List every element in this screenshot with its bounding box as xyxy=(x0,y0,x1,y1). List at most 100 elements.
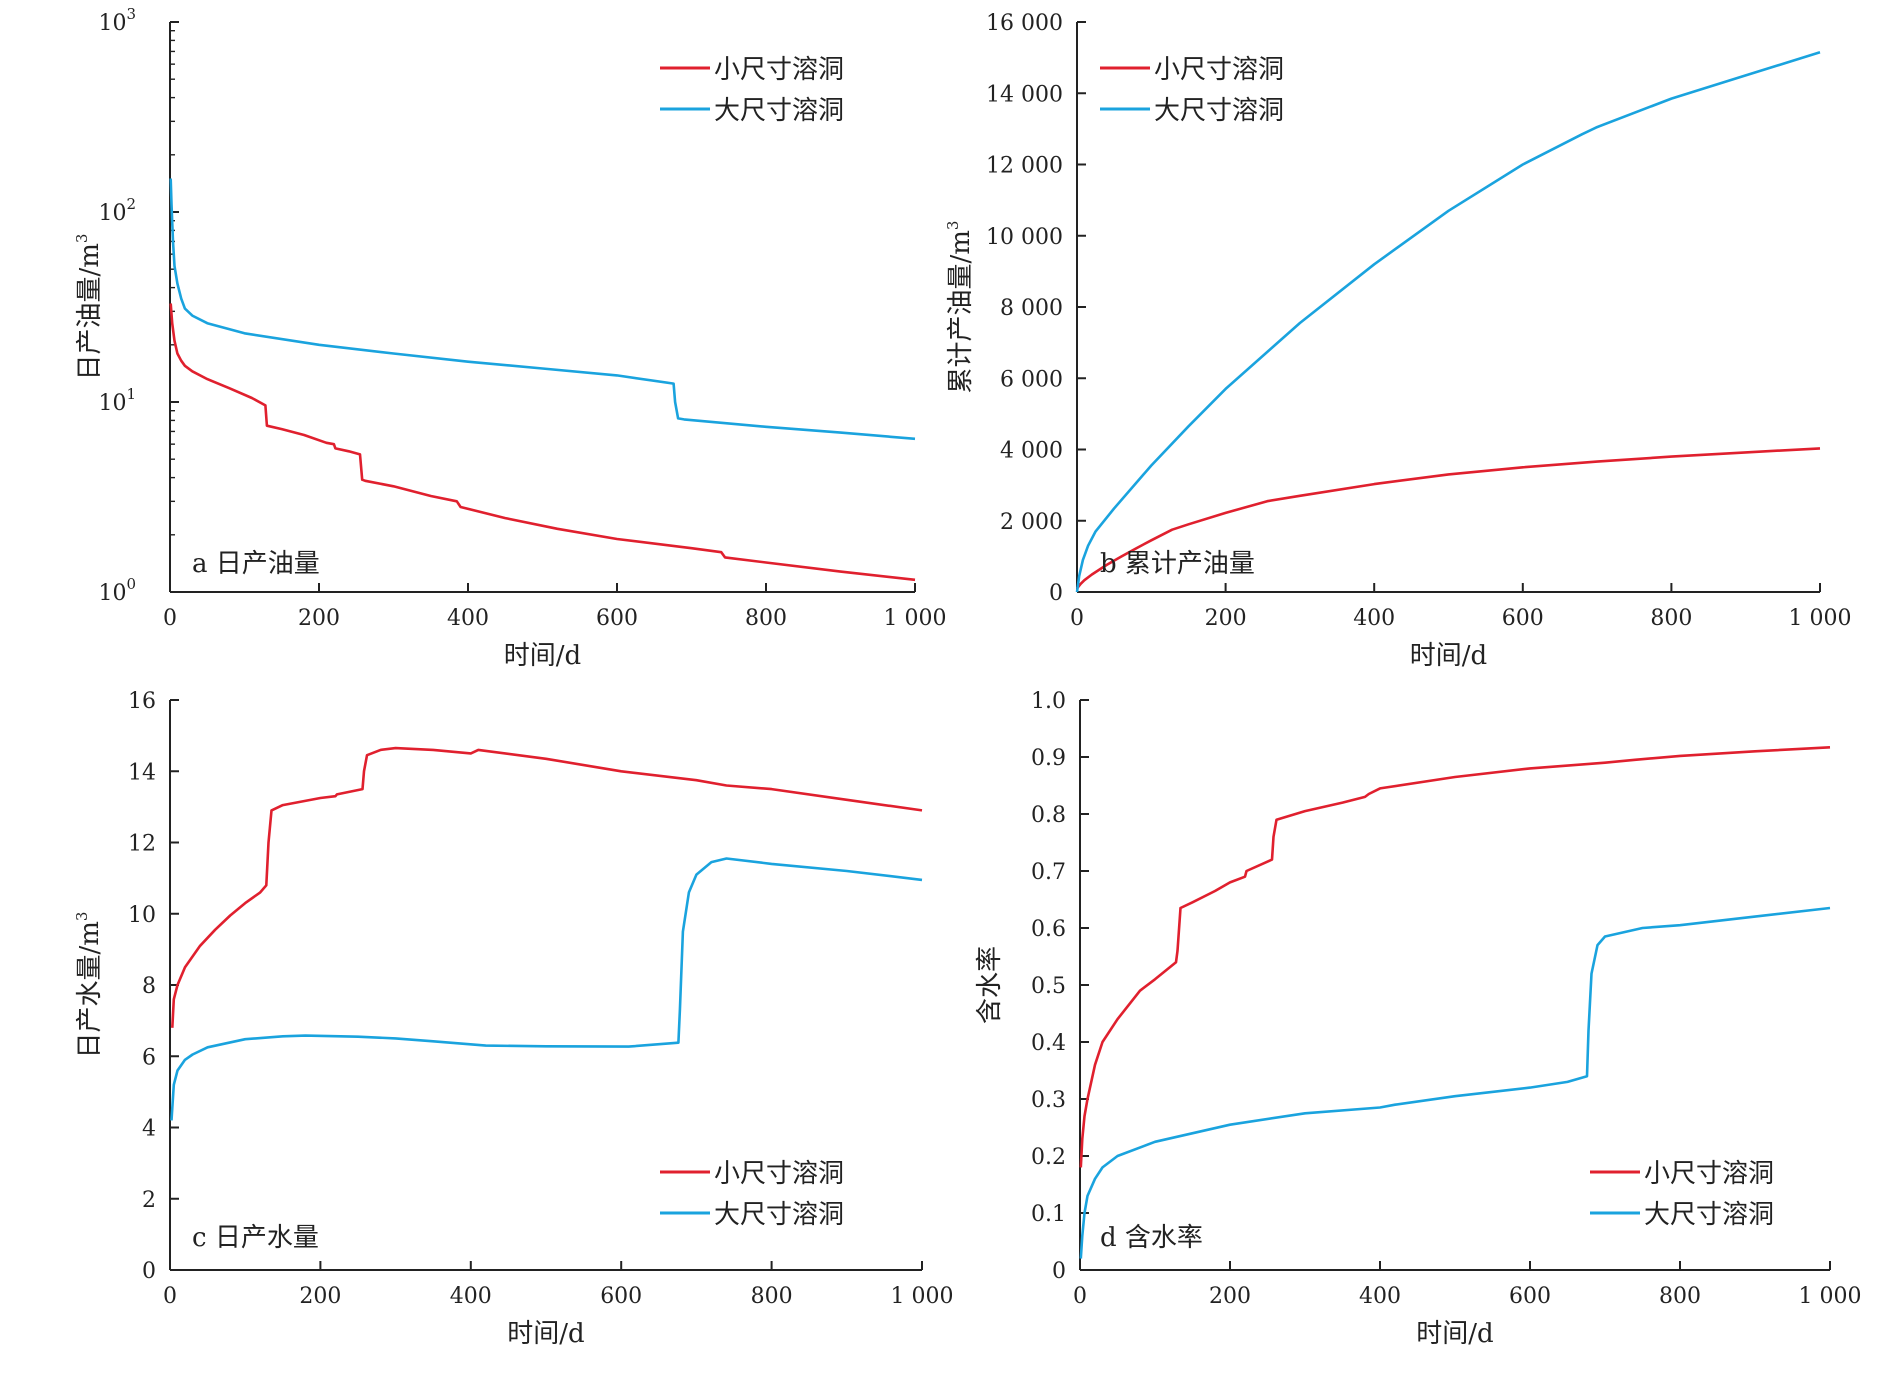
y-tick-label: 8 xyxy=(142,974,156,999)
legend-label: 大尺寸溶洞 xyxy=(1644,1200,1774,1230)
x-tick-label: 600 xyxy=(596,606,638,631)
series-line-large-cavity xyxy=(169,178,916,441)
x-axis-label: 时间/d xyxy=(1416,1319,1493,1349)
y-tick-label: 0.2 xyxy=(1031,1145,1066,1170)
y-tick-label: 0.3 xyxy=(1031,1088,1066,1113)
y-tick-label: 4 000 xyxy=(1000,439,1063,464)
legend-label: 大尺寸溶洞 xyxy=(714,1200,844,1230)
panel-a: 0 200 400 600 800 1 000100101102103时间/d日产油量/m… xyxy=(73,5,946,671)
y-tick-label: 6 xyxy=(142,1045,156,1070)
panel-b: 0 200 400 600 800 1 000 0 2 000 4 000 6 000 8 000 1… xyxy=(944,11,1851,671)
y-tick-label: 0.6 xyxy=(1031,917,1066,942)
x-tick-label: 1 000 xyxy=(891,1284,954,1309)
x-tick-label: 800 xyxy=(1659,1284,1701,1309)
x-axis-label: 时间/d xyxy=(507,1319,584,1349)
y-tick-label: 6 000 xyxy=(1000,367,1063,392)
series-line-small-cavity xyxy=(1079,746,1831,1168)
x-tick-label: 600 xyxy=(1502,606,1544,631)
x-tick-label: 0 xyxy=(163,1284,177,1309)
x-tick-label: 1 000 xyxy=(884,606,947,631)
x-tick-label: 400 xyxy=(1359,1284,1401,1309)
y-tick-label: 10 xyxy=(128,903,156,928)
y-tick-label: 14 xyxy=(128,760,156,785)
y-tick-label: 0 xyxy=(1052,1259,1066,1284)
y-axis-label: 含水率 xyxy=(975,946,1005,1024)
y-axis-label-text: 含水率 xyxy=(975,946,1005,1024)
legend-label: 小尺寸溶洞 xyxy=(1644,1159,1774,1189)
legend-label: 大尺寸溶洞 xyxy=(714,96,844,126)
x-tick-label: 0 xyxy=(163,606,177,631)
y-tick-label: 0.7 xyxy=(1031,860,1066,885)
y-axis-label-superscript: 3 xyxy=(944,221,962,231)
y-axis-label: 累计产油量/m3 xyxy=(944,221,976,394)
y-axis-label-superscript: 3 xyxy=(73,912,91,922)
x-tick-label: 200 xyxy=(1205,606,1247,631)
x-tick-label: 400 xyxy=(447,606,489,631)
y-tick-exponent: 2 xyxy=(126,195,136,213)
x-tick-label: 200 xyxy=(299,1284,341,1309)
y-axis-label-text: 累计产油量/m xyxy=(946,230,976,393)
y-tick-label: 0.5 xyxy=(1031,974,1066,999)
y-tick-label: 0 xyxy=(1049,581,1063,606)
series-line-small-cavity xyxy=(169,303,916,582)
x-tick-label: 1 000 xyxy=(1789,606,1852,631)
y-tick-exponent: 0 xyxy=(126,575,136,593)
panel-title: d 含水率 xyxy=(1100,1223,1203,1253)
x-tick-label: 800 xyxy=(751,1284,793,1309)
x-tick-label: 0 xyxy=(1073,1284,1087,1309)
y-tick-label: 103 xyxy=(98,5,136,36)
y-axis-label: 日产油量/m3 xyxy=(73,234,105,381)
y-tick-label: 100 xyxy=(98,575,136,606)
y-tick-exponent: 1 xyxy=(126,385,136,403)
y-tick-base: 10 xyxy=(98,391,126,416)
y-tick-label: 0 xyxy=(142,1259,156,1284)
x-tick-label: 400 xyxy=(450,1284,492,1309)
y-tick-label: 4 xyxy=(142,1117,156,1142)
x-tick-label: 400 xyxy=(1353,606,1395,631)
y-tick-base: 10 xyxy=(98,11,126,36)
y-tick-label: 12 xyxy=(128,832,156,857)
series-line-large-cavity xyxy=(170,857,923,1121)
y-tick-label: 0.9 xyxy=(1031,746,1066,771)
y-tick-label: 102 xyxy=(98,195,136,226)
y-tick-label: 14 000 xyxy=(986,82,1063,107)
y-tick-base: 10 xyxy=(98,201,126,226)
series-line-large-cavity xyxy=(1079,906,1831,1259)
y-tick-label: 101 xyxy=(98,385,136,416)
x-tick-label: 200 xyxy=(1209,1284,1251,1309)
x-tick-label: 800 xyxy=(745,606,787,631)
y-tick-exponent: 3 xyxy=(126,5,136,23)
y-tick-label: 16 xyxy=(128,689,156,714)
panel-title: b 累计产油量 xyxy=(1100,549,1255,579)
y-axis-label-text: 日产水量/m xyxy=(75,921,105,1058)
y-axis-label: 日产水量/m3 xyxy=(73,912,105,1059)
y-tick-label: 2 000 xyxy=(1000,510,1063,535)
series-line-large-cavity xyxy=(1075,51,1821,593)
x-tick-label: 800 xyxy=(1650,606,1692,631)
legend-label: 小尺寸溶洞 xyxy=(714,1159,844,1189)
x-tick-label: 200 xyxy=(298,606,340,631)
panel-title: c 日产水量 xyxy=(192,1223,319,1253)
y-axis-label-superscript: 3 xyxy=(73,234,91,244)
y-tick-label: 1.0 xyxy=(1031,689,1066,714)
y-tick-label: 0.8 xyxy=(1031,803,1066,828)
y-tick-base: 10 xyxy=(98,581,126,606)
x-tick-label: 0 xyxy=(1070,606,1084,631)
y-tick-label: 0.1 xyxy=(1031,1202,1066,1227)
series-line-small-cavity xyxy=(171,746,923,1028)
x-axis-label: 时间/d xyxy=(1410,641,1487,671)
y-tick-label: 0.4 xyxy=(1031,1031,1066,1056)
x-axis-label: 时间/d xyxy=(504,641,581,671)
y-tick-label: 8 000 xyxy=(1000,296,1063,321)
x-tick-label: 1 000 xyxy=(1799,1284,1862,1309)
legend-label: 小尺寸溶洞 xyxy=(714,55,844,85)
y-tick-label: 10 000 xyxy=(986,225,1063,250)
y-tick-label: 2 xyxy=(142,1188,156,1213)
x-tick-label: 600 xyxy=(1509,1284,1551,1309)
y-tick-label: 12 000 xyxy=(986,154,1063,179)
x-tick-label: 600 xyxy=(600,1284,642,1309)
y-axis-label-text: 日产油量/m xyxy=(75,243,105,380)
